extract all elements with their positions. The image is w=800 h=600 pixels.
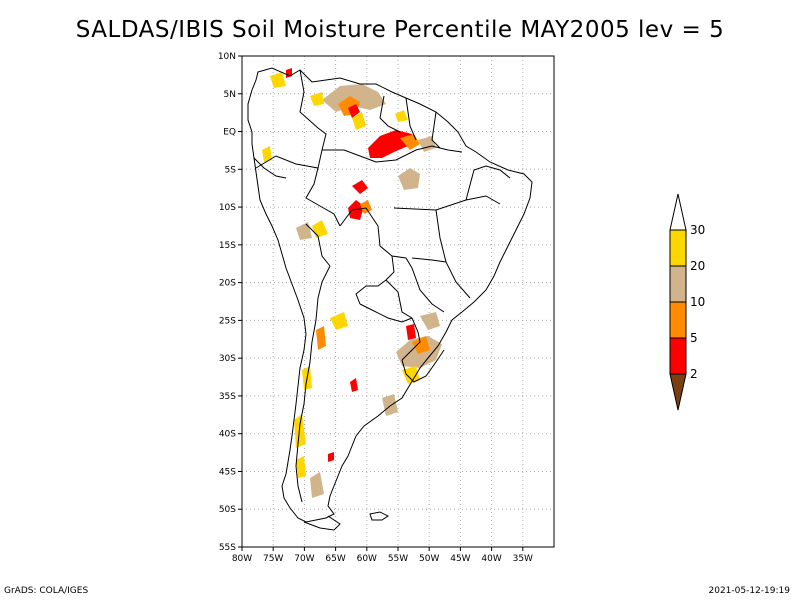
- border-brazil-internal-c: [465, 165, 511, 201]
- colorbar-label: 5: [690, 331, 698, 345]
- patch-argentina-tan: [382, 394, 398, 416]
- patch-amazon-tan: [418, 136, 436, 152]
- patch-patagonia-tan: [310, 472, 324, 498]
- colorbar-label: 20: [690, 259, 705, 273]
- patch-south-orange: [412, 336, 430, 354]
- border-brazil-internal-e: [391, 255, 445, 313]
- border-brazil-internal-a: [393, 195, 501, 211]
- patch-patagonia-red: [328, 452, 334, 462]
- falkland-islands: [369, 511, 389, 521]
- border-paraguay-brazil: [385, 279, 413, 319]
- lat-tick-label: 50S: [219, 505, 236, 515]
- lon-tick-label: 35W: [513, 554, 533, 564]
- border-colombia-venezuela: [299, 69, 327, 151]
- border-suriname-guiana: [431, 111, 441, 149]
- south-america-coastline: [247, 67, 533, 523]
- border-brazil-internal-d: [411, 257, 447, 263]
- patch-patagonia-yellow: [296, 456, 306, 478]
- patch-south-red: [406, 324, 416, 340]
- lon-tick-label: 60W: [357, 554, 377, 564]
- border-peru-bolivia: [305, 223, 331, 267]
- patch-central-red-b: [348, 200, 364, 220]
- patch-argentina-yellow-a: [330, 312, 348, 330]
- lat-tick-label: EQ: [223, 128, 236, 138]
- border-peru-brazil: [305, 167, 341, 227]
- patch-chile-orange: [316, 326, 326, 350]
- lat-tick-label: 5S: [225, 165, 237, 175]
- border-brazil-bolivia: [339, 207, 395, 281]
- patch-amazon-red: [368, 130, 412, 158]
- border-ecuador-peru: [253, 157, 287, 179]
- lat-tick-labels: 10N 5N EQ 5S 10S 15S 20S 25S 30S 35S 40S 45S 50S 55S: [218, 52, 242, 553]
- colorbar-label: 30: [690, 223, 705, 237]
- lat-tick-label: 40S: [219, 430, 236, 440]
- colorbar-bin: [669, 337, 687, 375]
- border-argentina-brazil: [401, 317, 421, 361]
- lon-tick-label: 55W: [388, 554, 408, 564]
- lon-tick-label: 75W: [263, 554, 283, 564]
- colorbar-bin: [669, 229, 687, 267]
- lat-tick-label: 55S: [219, 543, 236, 553]
- colorbar-top-arrow: [669, 193, 687, 231]
- patch-north-yellow-a: [310, 92, 324, 106]
- patch-colombia-red: [286, 68, 292, 78]
- border-bolivia-chile: [317, 265, 331, 299]
- lat-tick-label: 10S: [219, 203, 236, 213]
- lon-tick-label: 80W: [232, 554, 252, 564]
- border-guyana-suriname: [405, 97, 417, 141]
- colorbar-bin: [669, 265, 687, 303]
- border-venezuela-guyana: [379, 95, 401, 133]
- patch-argentina-red: [350, 378, 358, 392]
- lat-tick-label: 35S: [219, 392, 236, 402]
- patch-chile-yellow-b: [294, 414, 306, 448]
- lat-tick-label: 25S: [219, 316, 236, 326]
- border-colombia-peru: [255, 149, 323, 169]
- lat-tick-label: 10N: [218, 52, 236, 62]
- border-chile-argentina: [295, 297, 319, 503]
- patch-peru-yellow: [312, 220, 328, 238]
- colorbar: 2 5 10 20 30: [669, 193, 705, 411]
- footer-timestamp: 2021-05-12-19:19: [708, 586, 791, 596]
- gridlines: [241, 55, 554, 548]
- lat-tick-label: 20S: [219, 279, 236, 289]
- lon-tick-label: 40W: [481, 554, 501, 564]
- lat-tick-label: 45S: [219, 467, 236, 477]
- lon-tick-label: 45W: [450, 554, 470, 564]
- patch-central-red-a: [352, 180, 368, 194]
- patch-brazil-tan: [398, 168, 420, 190]
- patch-north-yellow-b: [395, 110, 408, 122]
- lon-tick-labels: 80W 75W 70W 65W 60W 55W 50W 45W 40W 35W: [232, 547, 533, 564]
- patch-colombia-yellow: [270, 72, 286, 88]
- lon-tick-label: 50W: [419, 554, 439, 564]
- lon-tick-label: 65W: [325, 554, 345, 564]
- lat-tick-label: 30S: [219, 354, 236, 364]
- colorbar-label: 2: [690, 367, 698, 381]
- lat-tick-label: 5N: [224, 90, 236, 100]
- border-bolivia-paraguay: [355, 279, 387, 305]
- map-frame: [241, 55, 555, 548]
- border-brazil-north: [322, 145, 463, 163]
- lat-tick-label: 15S: [219, 241, 236, 251]
- patch-peru-tan-a: [296, 222, 312, 240]
- patch-central-orange: [360, 200, 372, 214]
- border-paraguay-argentina: [359, 303, 413, 323]
- lon-tick-label: 70W: [294, 554, 314, 564]
- colorbar-bin: [669, 301, 687, 339]
- border-brazil-internal-b: [435, 209, 471, 299]
- patch-south-yellow: [402, 366, 420, 384]
- patch-guiana-yellow: [352, 112, 366, 130]
- patch-venezuela-red: [348, 104, 360, 118]
- country-boundaries: [247, 67, 533, 531]
- border-uruguay: [401, 349, 445, 383]
- colorbar-label: 10: [690, 295, 705, 309]
- tierra-del-fuego: [303, 515, 341, 531]
- patch-ecuador-yellow: [262, 146, 272, 162]
- patch-venezuela-tan: [322, 84, 386, 112]
- patch-uruguay-tan: [420, 312, 440, 330]
- colorbar-bottom-arrow: [669, 373, 687, 411]
- footer-credit: GrADS: COLA/IGES: [4, 586, 89, 596]
- plot-title: SALDAS/IBIS Soil Moisture Percentile MAY…: [75, 17, 725, 43]
